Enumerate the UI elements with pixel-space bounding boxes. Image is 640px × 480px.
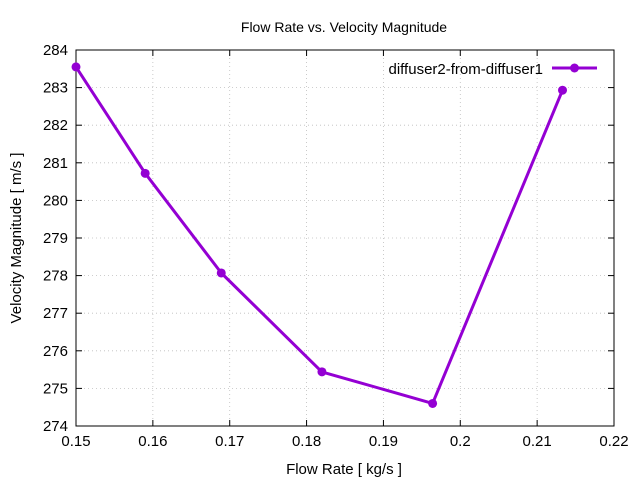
data-point — [71, 62, 81, 72]
legend-label: diffuser2-from-diffuser1 — [388, 61, 543, 78]
x-axis-label: Flow Rate [ kg/s ] — [286, 461, 402, 478]
chart-title: Flow Rate vs. Velocity Magnitude — [241, 19, 447, 35]
x-tick-label: 0.22 — [599, 433, 628, 450]
data-point — [140, 168, 150, 178]
x-tick-label: 0.18 — [292, 433, 321, 450]
y-tick-label: 282 — [43, 117, 68, 134]
y-tick-label: 281 — [43, 155, 68, 172]
y-tick-label: 279 — [43, 230, 68, 247]
y-tick-label: 277 — [43, 305, 68, 322]
data-point — [428, 398, 438, 408]
y-axis-label: Velocity Magnitude [ m/s ] — [8, 153, 25, 324]
x-tick-label: 0.2 — [450, 433, 471, 450]
data-point — [317, 367, 327, 377]
y-tick-label: 274 — [43, 418, 68, 435]
grid — [76, 50, 614, 426]
y-tick-label: 284 — [43, 42, 68, 59]
data-point — [216, 268, 226, 278]
x-tick-label: 0.15 — [61, 433, 90, 450]
x-tick-label: 0.21 — [523, 433, 552, 450]
y-tick-label: 278 — [43, 268, 68, 285]
x-tick-label: 0.19 — [369, 433, 398, 450]
legend: diffuser2-from-diffuser1 — [388, 61, 597, 78]
x-tick-label: 0.17 — [215, 433, 244, 450]
data-point — [558, 85, 568, 95]
x-tick-label: 0.16 — [138, 433, 167, 450]
y-tick-label: 275 — [43, 380, 68, 397]
series-layer — [71, 62, 568, 408]
y-tick-label: 283 — [43, 80, 68, 97]
legend-marker — [570, 63, 579, 73]
series-line — [74, 66, 564, 405]
ticks: 0.15 0.16 0.17 0.18 0.19 0.2 0.21 0.22 274 275 276… — [43, 42, 629, 450]
y-tick-label: 280 — [43, 192, 68, 209]
y-tick-label: 276 — [43, 343, 68, 360]
